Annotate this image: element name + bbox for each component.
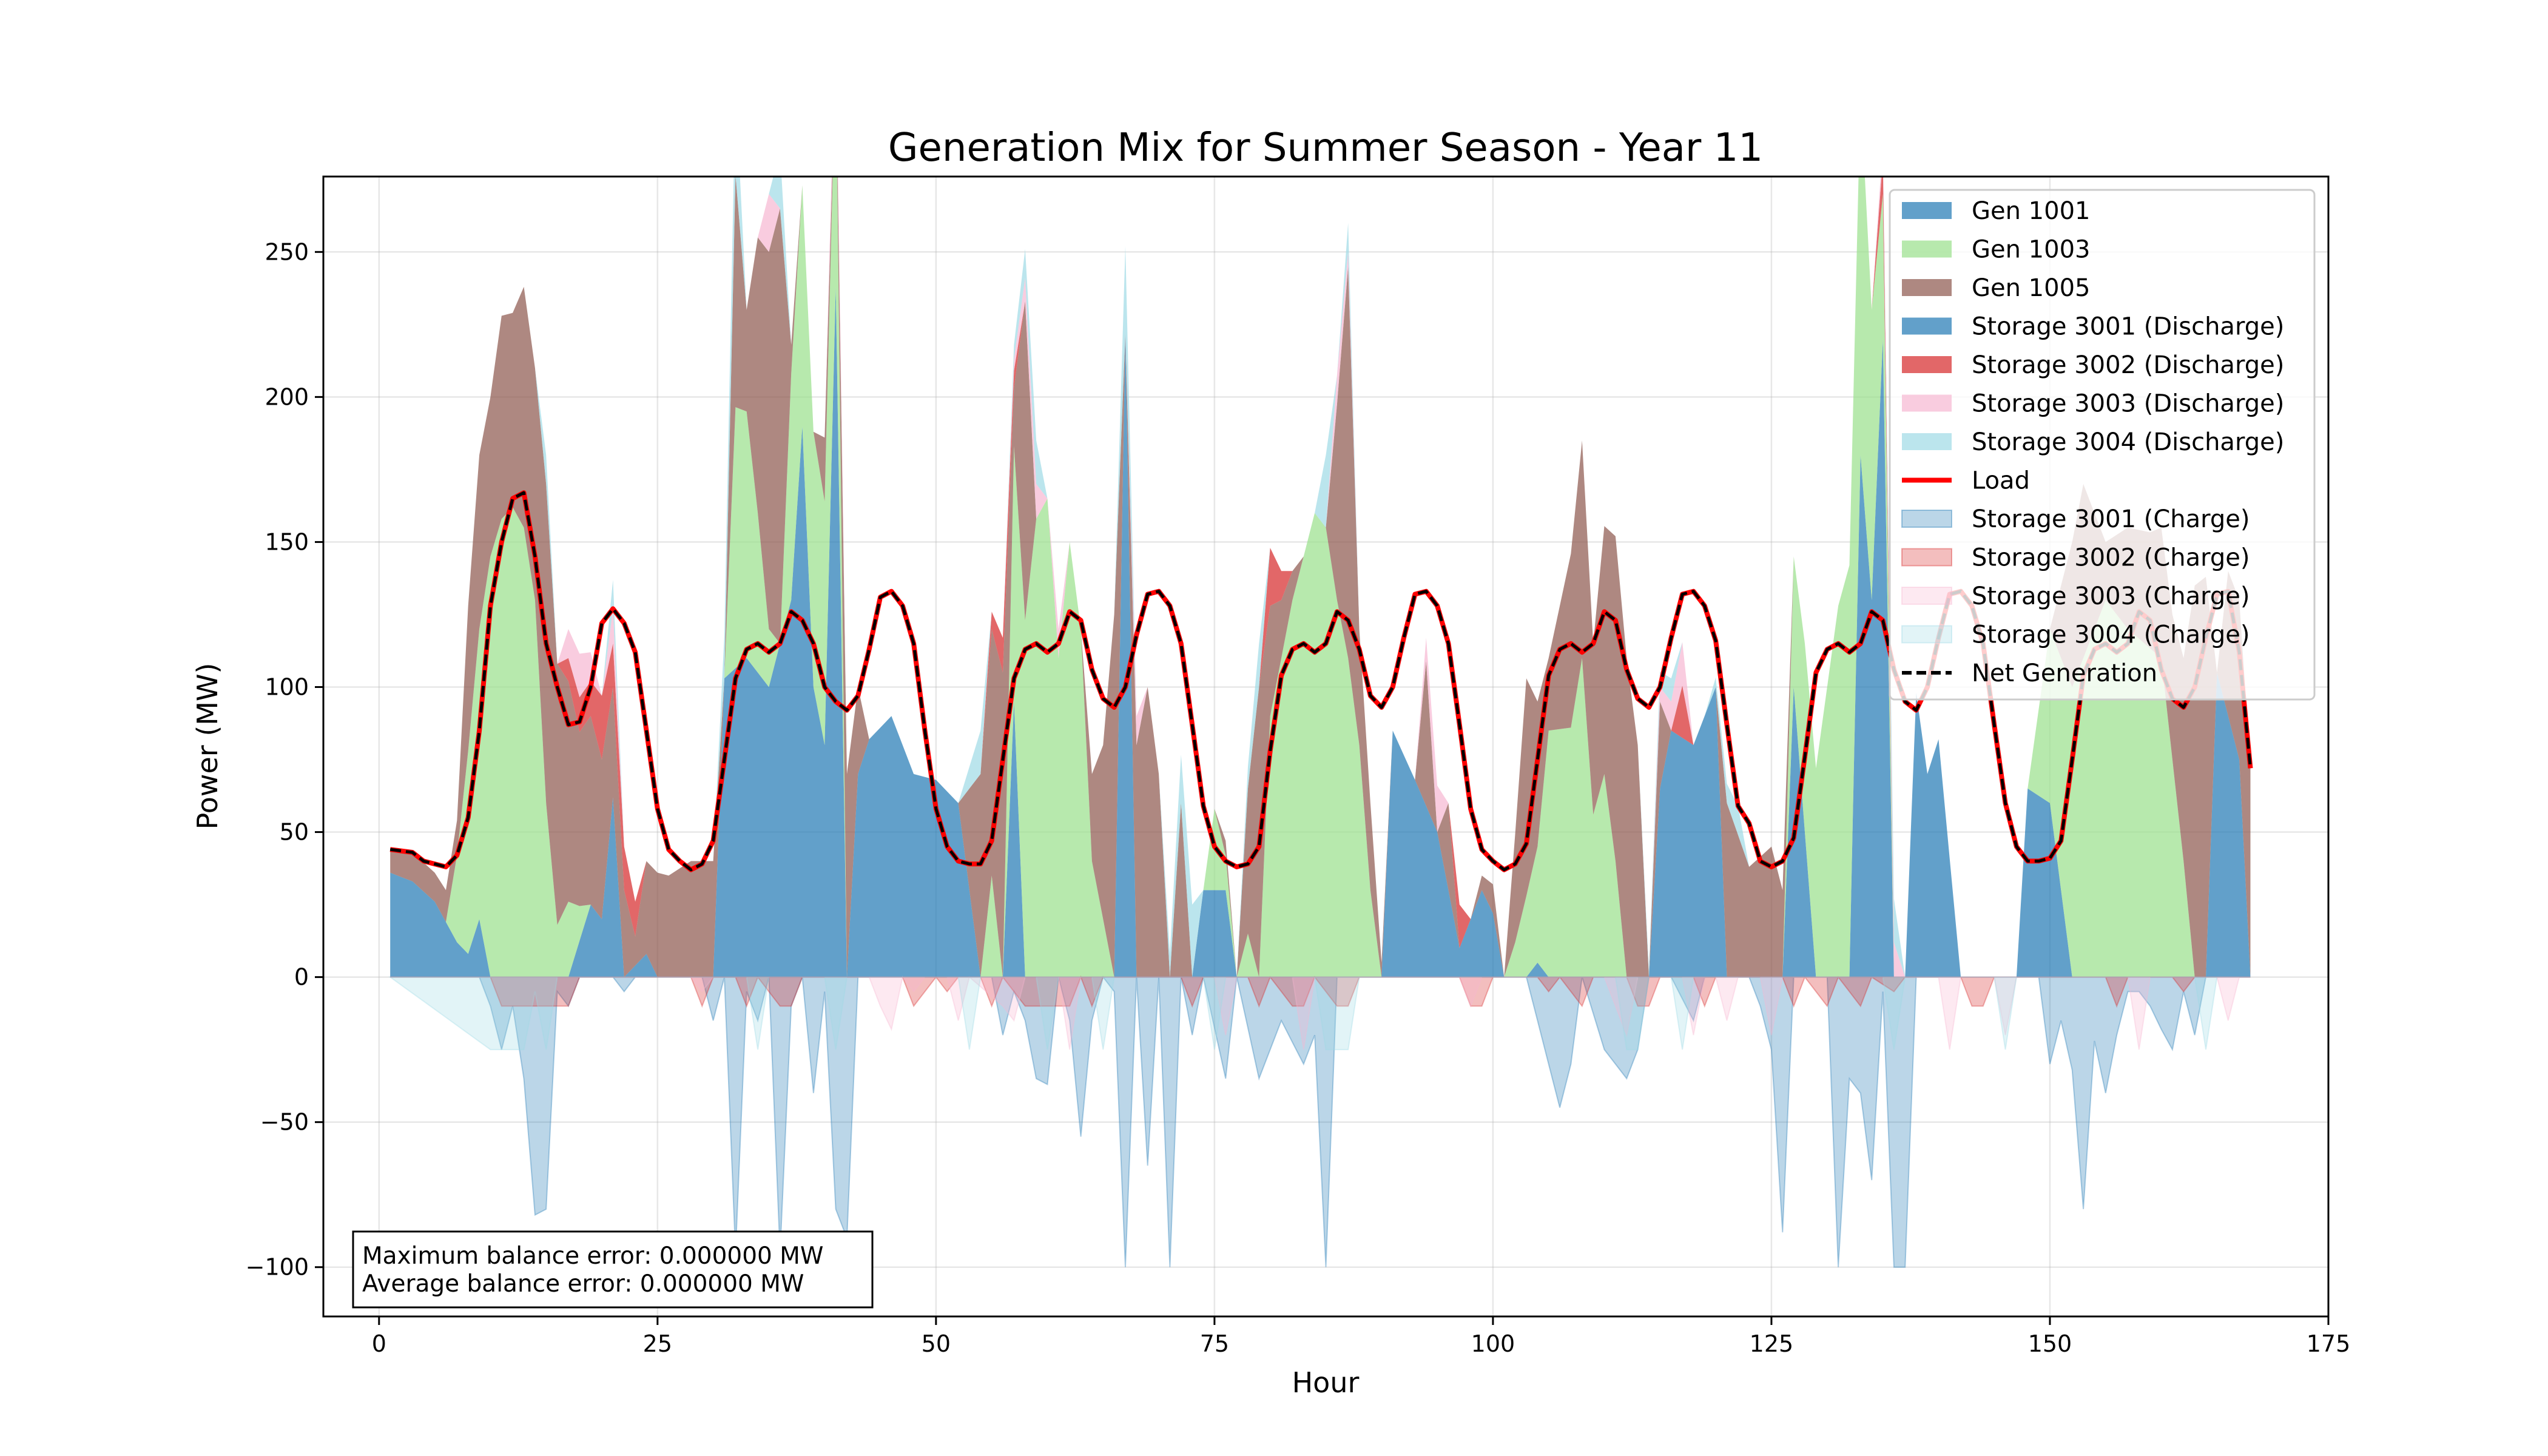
legend-swatch bbox=[1902, 279, 1952, 296]
legend-entry: Storage 3003 (Charge) bbox=[1901, 582, 2250, 610]
y-tick-label: 100 bbox=[265, 673, 309, 700]
avg-balance-error-text: Average balance error: 0.000000 MW bbox=[362, 1270, 804, 1298]
legend-label: Storage 3001 (Discharge) bbox=[1972, 313, 2284, 341]
legend-entry: Storage 3004 (Charge) bbox=[1901, 621, 2250, 649]
legend-entry: Gen 1003 bbox=[1902, 236, 2090, 264]
legend-label: Storage 3004 (Charge) bbox=[1972, 621, 2250, 649]
legend-swatch bbox=[1901, 625, 1952, 644]
legend-entry: Storage 3001 (Discharge) bbox=[1902, 313, 2284, 341]
legend-label: Storage 3004 (Discharge) bbox=[1972, 428, 2284, 456]
y-tick-label: −50 bbox=[260, 1109, 309, 1136]
y-tick-label: 250 bbox=[265, 238, 309, 265]
legend-label: Storage 3002 (Discharge) bbox=[1972, 351, 2284, 379]
legend-frame bbox=[1889, 189, 2316, 701]
x-tick-label: 125 bbox=[1750, 1330, 1794, 1357]
balance-error-annotation: Maximum balance error: 0.000000 MW Avera… bbox=[352, 1230, 874, 1309]
legend-label: Load bbox=[1972, 467, 2030, 495]
legend-entry: Gen 1001 bbox=[1902, 197, 2090, 225]
area-storage-3001-charge bbox=[390, 976, 2251, 1268]
x-axis-label: Hour bbox=[1292, 1366, 1360, 1399]
legend: Gen 1001 Gen 1003 Gen 1005 Storage 3001 (Di… bbox=[1889, 189, 2316, 701]
y-tick-label: 0 bbox=[294, 964, 309, 991]
legend-entry: Net Generation bbox=[1902, 659, 2157, 687]
y-axis-label: Power (MW) bbox=[191, 663, 224, 830]
plot-frame bbox=[322, 175, 2330, 1318]
legend-label: Storage 3003 (Discharge) bbox=[1972, 390, 2284, 418]
area-gen-1003 bbox=[390, 177, 2251, 977]
legend-swatch bbox=[1902, 317, 1952, 335]
legend-entry: Storage 3004 (Discharge) bbox=[1902, 428, 2284, 456]
x-tick-label: 50 bbox=[922, 1330, 951, 1357]
y-tick-label: 200 bbox=[265, 383, 309, 410]
x-tick-label: 100 bbox=[1471, 1330, 1515, 1357]
legend-label: Gen 1001 bbox=[1972, 197, 2090, 225]
legend-label: Storage 3002 (Charge) bbox=[1972, 544, 2250, 572]
area-layer bbox=[388, 177, 2251, 1268]
legend-swatch bbox=[1902, 202, 1952, 219]
area-storage-3002-charge bbox=[390, 975, 2251, 1008]
x-tick-label: 0 bbox=[372, 1330, 386, 1357]
legend-swatch bbox=[1902, 394, 1952, 412]
legend-swatch bbox=[1901, 548, 1952, 567]
legend-swatch bbox=[1902, 433, 1952, 450]
legend-label: Gen 1003 bbox=[1972, 236, 2090, 264]
x-tick-label: 25 bbox=[643, 1330, 672, 1357]
legend-entry: Storage 3003 (Discharge) bbox=[1902, 390, 2284, 418]
y-tick-label: 150 bbox=[265, 528, 309, 555]
legend-label: Storage 3003 (Charge) bbox=[1972, 582, 2250, 610]
legend-swatch bbox=[1902, 356, 1952, 373]
axis-ticks: 0 25 50 75 100 125 150 175 −100 −50 0 50 100 150 200 25… bbox=[246, 238, 2351, 1357]
y-tick-label: −100 bbox=[246, 1254, 309, 1281]
legend-label: Gen 1005 bbox=[1972, 274, 2090, 302]
area-gen-1005 bbox=[390, 177, 2251, 977]
chart-title: Generation Mix for Summer Season - Year … bbox=[888, 126, 1763, 170]
x-tick-label: 175 bbox=[2307, 1330, 2351, 1357]
x-tick-label: 75 bbox=[1200, 1330, 1229, 1357]
legend-entry: Gen 1005 bbox=[1902, 274, 2090, 302]
area-gen-1001 bbox=[390, 286, 2251, 977]
area-storage-3003-charge bbox=[390, 976, 2251, 1050]
legend-swatch bbox=[1902, 240, 1952, 258]
x-tick-label: 150 bbox=[2028, 1330, 2072, 1357]
legend-label: Net Generation bbox=[1972, 659, 2157, 687]
legend-entry: Storage 3002 (Discharge) bbox=[1902, 351, 2284, 379]
max-balance-error-text: Maximum balance error: 0.000000 MW bbox=[362, 1242, 823, 1270]
annotation-frame bbox=[352, 1230, 874, 1309]
legend-swatch bbox=[1901, 510, 1952, 528]
y-tick-label: 50 bbox=[280, 819, 309, 846]
legend-swatch bbox=[1901, 587, 1952, 605]
legend-entry: Storage 3001 (Charge) bbox=[1901, 505, 2250, 533]
legend-entry: Load bbox=[1902, 467, 2030, 495]
legend-entry: Storage 3002 (Charge) bbox=[1901, 544, 2250, 572]
area-storage-3004-charge bbox=[388, 976, 2251, 1051]
legend-label: Storage 3001 (Charge) bbox=[1972, 505, 2250, 533]
